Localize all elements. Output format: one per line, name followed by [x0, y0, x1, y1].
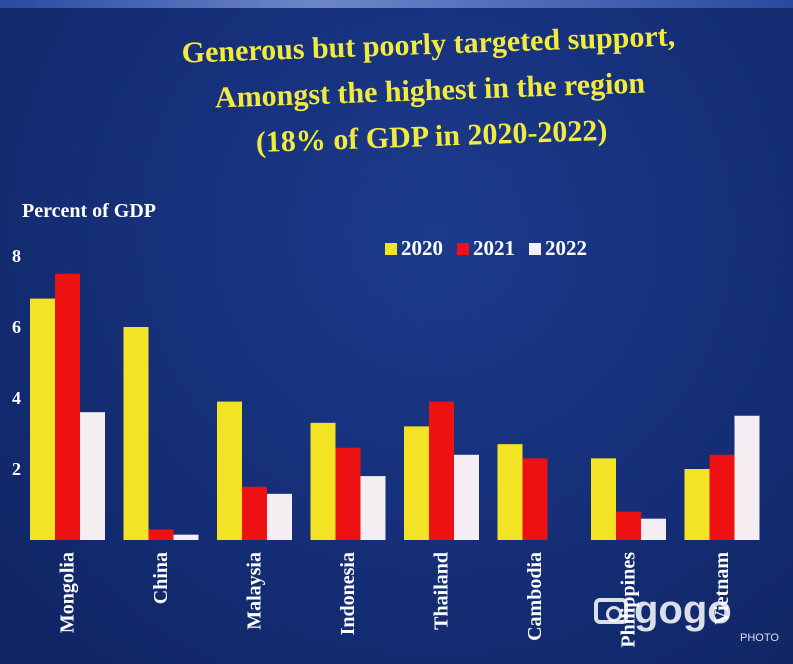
y-tick-label: 2 [12, 459, 21, 479]
camera-icon [594, 597, 628, 624]
bar-mongolia-2022 [80, 412, 105, 540]
legend-swatch-2022 [529, 242, 541, 255]
bar-china-2022 [173, 534, 199, 540]
bar-philippines-2020 [591, 458, 616, 540]
x-tick-label-china: China [150, 552, 172, 604]
x-tick-label-cambodia: Cambodia [524, 552, 546, 641]
chart-legend: 2020 2021 2022 [385, 236, 587, 261]
bar-philippines-2021 [616, 511, 641, 540]
bar-malaysia-2022 [267, 493, 292, 540]
x-tick-label-thailand: Thailand [431, 552, 453, 630]
legend-label-2021: 2021 [473, 236, 515, 260]
bar-malaysia-2021 [242, 486, 267, 540]
gogo-watermark: gogo PHOTO [594, 588, 779, 644]
y-axis-label: Percent of GDP [22, 200, 157, 222]
y-tick-label: 4 [12, 388, 21, 408]
bar-thailand-2022 [454, 454, 479, 540]
legend-swatch-2021 [457, 242, 469, 255]
bar-cambodia-2021 [522, 458, 548, 540]
watermark-logo: gogo [634, 588, 732, 632]
x-tick-label-indonesia: Indonesia [337, 552, 359, 635]
bar-china-2021 [148, 529, 174, 540]
watermark-sub: PHOTO [740, 632, 779, 644]
bar-vietnam-2022 [734, 415, 760, 540]
bar-thailand-2021 [429, 401, 454, 540]
y-tick-label: 6 [12, 317, 21, 337]
legend-item-2022: 2022 [529, 236, 587, 261]
bar-indonesia-2021 [335, 447, 361, 540]
x-tick-label-mongolia: Mongolia [57, 552, 79, 633]
legend-label-2022: 2022 [545, 236, 587, 260]
y-tick-label: 8 [12, 246, 21, 266]
legend-item-2020: 2020 [385, 236, 443, 261]
top-decorative-strip [0, 0, 793, 8]
bar-china-2020 [123, 327, 149, 540]
bar-cambodia-2020 [497, 444, 523, 540]
bar-mongolia-2020 [30, 298, 55, 540]
x-tick-label-malaysia: Malaysia [244, 552, 266, 630]
bar-indonesia-2020 [310, 422, 336, 540]
legend-swatch-2020 [385, 242, 397, 255]
bar-indonesia-2022 [360, 476, 386, 540]
legend-label-2020: 2020 [401, 236, 443, 260]
bar-thailand-2020 [404, 426, 429, 540]
bar-mongolia-2021 [55, 273, 80, 540]
x-tick-label-vietnam: Vietnam [711, 552, 733, 625]
bar-malaysia-2020 [217, 401, 242, 540]
x-tick-label-philippines: Philippines [618, 552, 640, 648]
legend-item-2021: 2021 [457, 236, 515, 261]
bar-vietnam-2020 [684, 469, 710, 540]
bar-vietnam-2021 [709, 454, 735, 540]
bar-philippines-2022 [641, 518, 666, 540]
